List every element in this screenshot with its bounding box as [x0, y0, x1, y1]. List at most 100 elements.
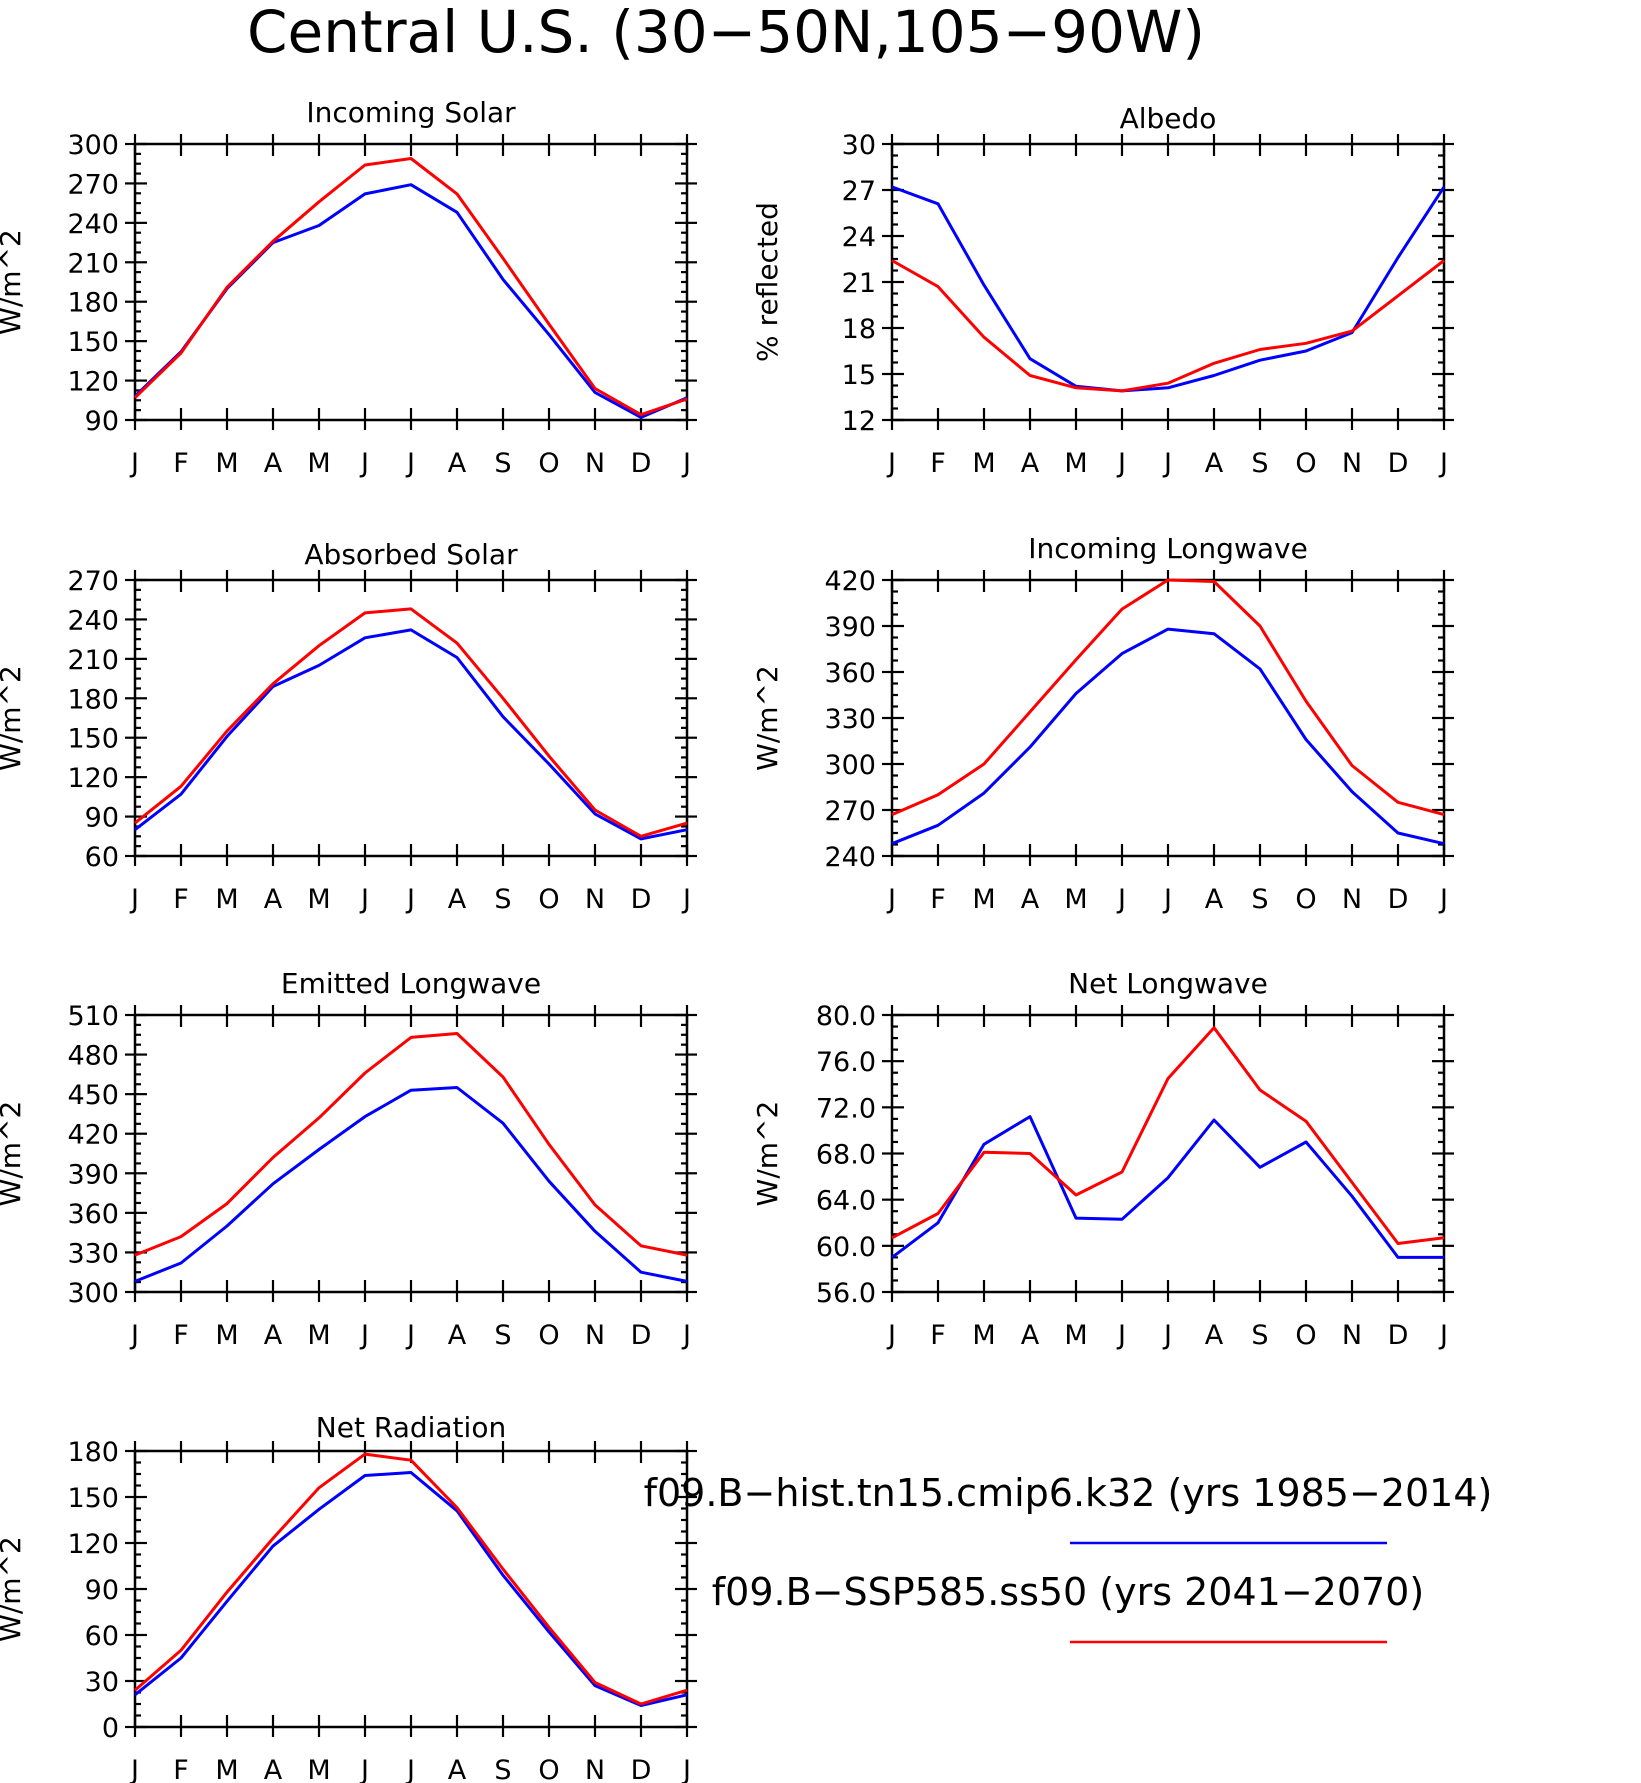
series-line [891, 259, 1445, 393]
x-tick-label: N [585, 1755, 605, 1783]
y-tick-label: 360 [824, 658, 876, 689]
legend: f09.B−hist.tn15.cmip6.k32 (yrs 1985−2014… [644, 1471, 1493, 1644]
y-axis-label: W/m^2 [0, 665, 27, 771]
x-tick-label: J [1116, 884, 1126, 915]
x-tick-label: M [307, 1755, 330, 1783]
x-tick-label: J [886, 884, 896, 915]
x-tick-label: N [1342, 884, 1362, 915]
x-tick-label: O [538, 448, 559, 479]
y-tick-label: 68.0 [816, 1140, 876, 1171]
x-tick-label: N [585, 884, 605, 915]
y-tick-label: 240 [824, 842, 876, 873]
x-tick-label: A [448, 884, 467, 915]
y-tick-label: 30 [842, 130, 876, 161]
x-tick-label: J [681, 884, 691, 915]
legend-label: f09.B−hist.tn15.cmip6.k32 (yrs 1985−2014… [644, 1471, 1493, 1515]
y-tick-label: 150 [67, 327, 119, 358]
y-axis-label: W/m^2 [0, 1101, 27, 1207]
x-tick-label: J [886, 448, 896, 479]
x-tick-label: A [1205, 448, 1224, 479]
x-tick-label: M [307, 884, 330, 915]
x-tick-label: J [359, 448, 369, 479]
y-tick-label: 420 [824, 566, 876, 597]
y-tick-label: 300 [67, 1278, 119, 1309]
x-tick-label: S [1251, 448, 1268, 479]
y-tick-label: 60 [85, 1621, 119, 1652]
panel-title: Incoming Longwave [1028, 532, 1308, 565]
y-tick-label: 12 [842, 406, 876, 437]
x-tick-label: M [307, 1320, 330, 1351]
y-tick-label: 390 [824, 612, 876, 643]
x-tick-label: O [1295, 448, 1316, 479]
y-tick-label: 72.0 [816, 1093, 876, 1124]
series-line [891, 185, 1446, 393]
panel-title: Net Radiation [316, 1411, 506, 1444]
x-tick-label: N [585, 448, 605, 479]
y-tick-label: 60 [85, 842, 119, 873]
x-tick-label: S [494, 448, 511, 479]
x-tick-label: F [173, 1755, 189, 1783]
x-tick-label: A [264, 1320, 283, 1351]
y-axis-label: W/m^2 [0, 229, 27, 335]
x-tick-label: N [1342, 1320, 1362, 1351]
y-tick-label: 390 [67, 1159, 119, 1190]
x-tick-label: D [631, 884, 652, 915]
y-tick-label: 18 [842, 314, 876, 345]
y-tick-label: 0 [102, 1713, 119, 1744]
panel-title: Net Longwave [1068, 967, 1268, 1000]
series-line [891, 627, 1445, 846]
y-tick-label: 30 [85, 1667, 119, 1698]
y-tick-label: 27 [842, 176, 876, 207]
x-tick-label: M [307, 448, 330, 479]
x-tick-label: A [1205, 1320, 1224, 1351]
panel-title: Absorbed Solar [304, 538, 518, 571]
x-tick-label: S [1251, 1320, 1268, 1351]
x-tick-label: J [681, 1320, 691, 1351]
x-tick-label: J [129, 1320, 139, 1351]
plot-frame [890, 1013, 1446, 1294]
x-tick-label: J [359, 1755, 369, 1783]
x-tick-label: A [448, 448, 467, 479]
x-tick-label: A [264, 884, 283, 915]
y-tick-label: 330 [67, 1238, 119, 1269]
y-tick-label: 420 [67, 1120, 119, 1151]
y-tick-label: 180 [67, 288, 119, 319]
y-tick-label: 210 [67, 645, 119, 676]
y-tick-label: 480 [67, 1041, 119, 1072]
y-tick-label: 450 [67, 1080, 119, 1111]
x-tick-label: F [930, 884, 946, 915]
x-tick-label: J [129, 884, 139, 915]
x-tick-label: D [631, 1320, 652, 1351]
x-tick-label: J [1438, 884, 1448, 915]
y-tick-label: 21 [842, 268, 876, 299]
x-tick-label: M [1064, 884, 1087, 915]
x-tick-label: M [1064, 448, 1087, 479]
y-tick-label: 270 [824, 796, 876, 827]
y-tick-label: 240 [67, 209, 119, 240]
series-line [891, 578, 1445, 817]
chart-panel: J F M A M J J A S O N D J90120150180210240270300W/m^… [0, 96, 697, 479]
x-tick-label: J [405, 448, 415, 479]
panel-title: Albedo [1120, 102, 1217, 135]
x-tick-label: J [359, 884, 369, 915]
series-line [134, 1471, 688, 1707]
x-tick-label: M [972, 448, 995, 479]
y-tick-label: 90 [85, 1575, 119, 1606]
x-tick-label: M [215, 884, 238, 915]
y-axis-label: W/m^2 [751, 1101, 784, 1207]
x-tick-label: M [215, 1755, 238, 1783]
y-axis-label: % reflected [751, 202, 784, 362]
x-tick-label: J [1438, 1320, 1448, 1351]
x-tick-label: J [405, 884, 415, 915]
y-tick-label: 330 [824, 704, 876, 735]
x-tick-label: O [1295, 884, 1316, 915]
y-tick-label: 240 [67, 605, 119, 636]
y-tick-label: 15 [842, 360, 876, 391]
x-tick-label: J [1162, 448, 1172, 479]
y-tick-label: 360 [67, 1199, 119, 1230]
panels: J F M A M J J A S O N D J90120150180210240270300W/m^… [0, 96, 1454, 1783]
y-tick-label: 180 [67, 1437, 119, 1468]
x-tick-label: D [1388, 1320, 1409, 1351]
x-tick-label: O [538, 1320, 559, 1351]
